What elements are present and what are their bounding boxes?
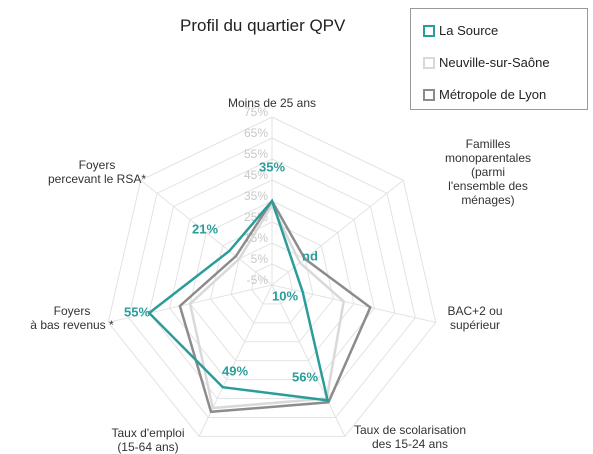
grid-ring (107, 116, 437, 437)
data-label: 49% (222, 363, 248, 378)
grid-ring (210, 221, 334, 343)
grid-ring (148, 158, 396, 400)
category-label: Taux d'emploi (15-64 ans) (111, 426, 185, 454)
data-label: 10% (272, 288, 298, 303)
legend-swatch (423, 24, 435, 37)
y-tick-label: 35% (244, 189, 268, 203)
legend: La Source Neuville-sur-Saône Métropole de … (410, 8, 588, 110)
category-label: Foyers percevant le RSA* (47, 158, 147, 186)
series-line (188, 202, 346, 410)
y-tick-label: 45% (244, 168, 268, 182)
series-line (178, 198, 372, 414)
legend-swatch (423, 88, 435, 101)
legend-swatch (423, 56, 435, 69)
legend-item: Métropole de Lyon (423, 87, 546, 102)
data-label: 35% (259, 159, 285, 174)
y-tick-label: 75% (244, 105, 268, 119)
y-tick-label: 65% (244, 126, 268, 140)
y-tick-label: 5% (251, 252, 269, 266)
category-label: Moins de 25 ans (227, 96, 317, 110)
data-label: nd (302, 248, 318, 263)
category-label: BAC+2 ou supérieur (447, 304, 503, 332)
legend-label: Métropole de Lyon (439, 87, 547, 102)
chart-title: Profil du quartier QPV (180, 16, 346, 35)
axis-spoke (140, 179, 273, 286)
y-tick-label: -5% (247, 273, 269, 287)
category-label: Foyers à bas revenus * (30, 304, 114, 332)
data-label: 56% (292, 369, 318, 384)
legend-label: La Source (439, 23, 499, 38)
axis-spoke (271, 284, 436, 323)
axis-spoke (271, 179, 404, 286)
category-label: Familles monoparentales (parmi l'ensembl… (444, 137, 532, 207)
data-label: 55% (124, 304, 150, 319)
grid-ring (230, 242, 314, 324)
series-line (147, 198, 330, 402)
category-label: Taux de scolarisation des 15-24 ans (353, 423, 467, 451)
grid-ring (128, 137, 416, 418)
axis-spoke (271, 284, 346, 437)
legend-item: Neuville-sur-Saône (423, 55, 550, 70)
grid-ring (250, 263, 294, 305)
grid-ring (189, 200, 355, 362)
grid-ring (169, 179, 375, 381)
y-tick-label: 55% (244, 147, 268, 161)
data-label: 21% (192, 221, 218, 236)
legend-label: Neuville-sur-Saône (439, 55, 550, 70)
legend-item: La Source (423, 23, 498, 38)
